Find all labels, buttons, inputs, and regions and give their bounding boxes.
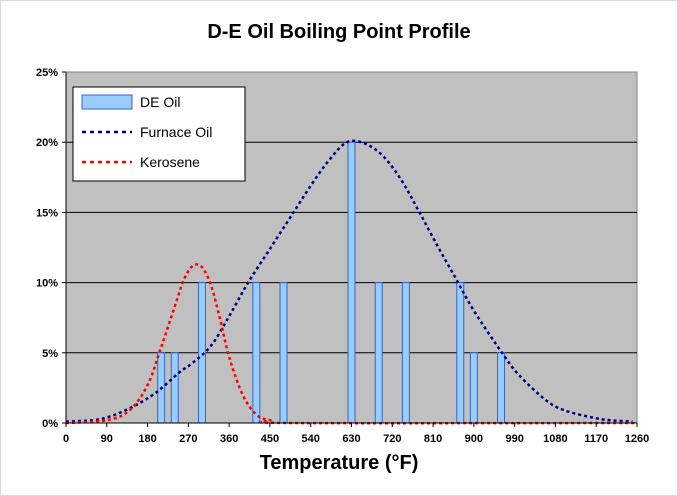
bar-de-oil	[279, 282, 288, 424]
y-tick-label: 15%	[36, 207, 58, 219]
y-tick-label: 0%	[42, 418, 58, 430]
axes: 0% 5% 10% 15% 20% 25% 0 90 180 270 360 450 540 630 720…	[36, 67, 649, 445]
bar-de-oil	[170, 352, 179, 424]
x-tick-label: 990	[505, 433, 523, 445]
line-series	[65, 139, 638, 425]
x-tick-label: 720	[383, 433, 401, 445]
bar-de-oil	[497, 352, 506, 424]
legend-label-furnace-oil: Furnace Oil	[140, 124, 212, 140]
y-tick-label: 25%	[36, 67, 58, 79]
bar-de-oil	[401, 282, 410, 424]
y-tick-label: 20%	[36, 137, 58, 149]
x-tick-label: 1170	[584, 433, 608, 445]
y-tick-label: 10%	[36, 278, 58, 290]
bar-de-oil	[374, 282, 383, 424]
x-tick-label: 180	[138, 433, 156, 445]
bar-de-oil	[197, 282, 206, 424]
bar-de-oil	[456, 282, 465, 424]
legend: DE Oil Furnace Oil Kerosene	[72, 86, 246, 182]
chart-title: D-E Oil Boiling Point Profile	[207, 21, 471, 43]
x-tick-label: 90	[101, 433, 113, 445]
y-tick-label: 5%	[42, 348, 58, 360]
x-tick-label: 0	[63, 433, 69, 445]
x-tick-label: 810	[424, 433, 442, 445]
x-tick-label: 360	[220, 433, 238, 445]
x-tick-label: 1080	[543, 433, 567, 445]
line-furnace-oil	[65, 139, 633, 423]
x-tick-label: 540	[302, 433, 320, 445]
legend-label-kerosene: Kerosene	[140, 154, 200, 170]
bar-de-oil	[347, 141, 356, 424]
line-kerosene	[65, 263, 638, 425]
x-tick-label: 450	[261, 433, 279, 445]
legend-label-de-oil: DE Oil	[140, 94, 180, 110]
x-tick-label: 900	[465, 433, 483, 445]
bar-de-oil	[252, 282, 261, 424]
x-tick-label: 270	[179, 433, 197, 445]
bar-de-oil	[469, 352, 478, 424]
x-axis-label: Temperature (°F)	[259, 452, 419, 474]
x-tick-label: 630	[342, 433, 360, 445]
x-tick-label: 1260	[625, 433, 649, 445]
legend-swatch-de-oil	[81, 94, 133, 110]
bar-series	[157, 141, 506, 424]
